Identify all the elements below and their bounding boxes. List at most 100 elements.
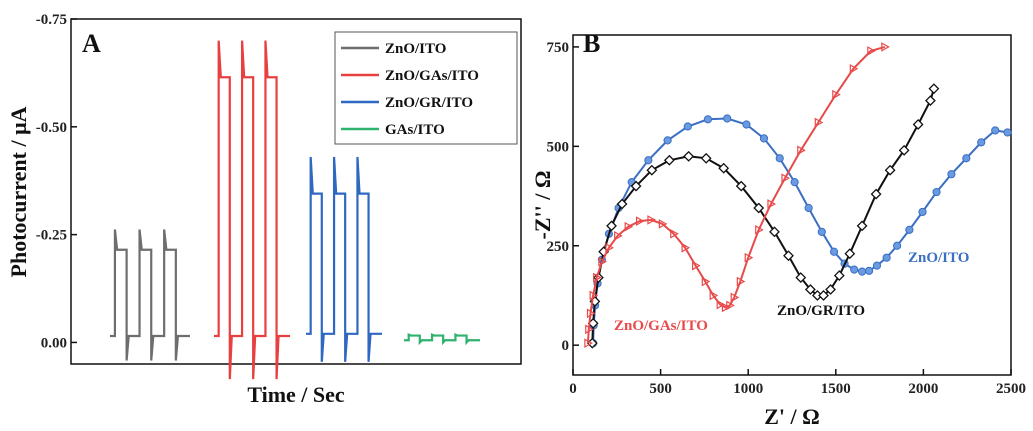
point-zno-gas-ito: [614, 230, 623, 241]
point-zno-gas-ito: [658, 219, 668, 229]
panel-a-chart: A 0.00 -0.25 -0.50 -0.75 ZnO/ITO ZnO/GAs/IT…: [6, 12, 522, 407]
point-zno-gr-ito: [630, 180, 642, 192]
point-zno-gas-ito: [755, 225, 764, 235]
point-zno-gas-ito: [781, 173, 791, 183]
point-zno-ito: [918, 207, 927, 217]
point-zno-ito: [663, 136, 672, 145]
point-zno-gr-ito: [844, 248, 856, 260]
legend-entry-gas-ito: GAs/ITO: [385, 122, 445, 138]
point-zno-gas-ito: [730, 292, 740, 303]
point-zno-gr-ito: [856, 220, 868, 232]
point-zno-ito: [882, 253, 891, 262]
point-zno-gas-ito: [593, 272, 602, 283]
point-zno-gas-ito: [585, 324, 594, 335]
y-tick-label: -0.50: [36, 120, 67, 136]
point-zno-ito: [790, 178, 799, 187]
point-zno-gas-ito: [881, 42, 890, 52]
point-zno-ito: [703, 115, 713, 124]
point-zno-gas-ito: [736, 276, 746, 287]
point-zno-gr-ito: [898, 144, 910, 156]
point-zno-gr-ito: [924, 95, 936, 107]
point-zno-ito: [683, 122, 692, 131]
point-zno-gas-ito: [635, 216, 645, 226]
point-zno-gr-ito: [700, 152, 712, 164]
point-zno-gr-ito: [735, 180, 747, 192]
point-zno-ito: [977, 138, 986, 147]
point-zno-gr-ito: [928, 83, 940, 95]
point-zno-gas-ito: [721, 302, 731, 313]
x-tick-label: 2500: [996, 381, 1026, 397]
series-line-zno-gas-ito: [586, 45, 886, 344]
panel-a-x-axis-label: Time / Sec: [247, 382, 345, 407]
point-zno-gr-ito: [769, 226, 780, 238]
point-zno-gr-ito: [606, 220, 617, 232]
y-tick-label: 0: [562, 338, 570, 354]
point-zno-gas-ito: [647, 215, 656, 225]
legend-entry-zno-gas-ito: ZnO/GAs/ITO: [385, 68, 479, 84]
y-tick-label: 500: [547, 139, 570, 155]
point-zno-gas-ito: [605, 242, 614, 253]
point-zno-gas-ito: [716, 299, 726, 310]
series-line-zno-gas-ito: [214, 40, 290, 380]
panel-a-label: A: [82, 29, 101, 58]
point-zno-gas-ito: [867, 46, 876, 56]
series-line-zno-gr-ito: [591, 88, 935, 344]
point-zno-ito: [962, 154, 971, 163]
panel-a-y-axis-label: Photocurrent / μA: [6, 106, 31, 277]
point-zno-ito: [775, 154, 784, 163]
point-zno-gas-ito: [586, 308, 596, 319]
y-tick-label: 0.00: [41, 335, 67, 351]
panel-b-y-axis-label: -Z'' / Ω: [530, 171, 555, 240]
x-tick-label: 1000: [733, 381, 763, 397]
point-zno-gas-ito: [832, 89, 841, 100]
point-zno-ito: [850, 265, 859, 274]
point-zno-ito: [759, 134, 769, 143]
point-zno-ito: [932, 187, 941, 197]
point-zno-gas-ito: [849, 63, 859, 74]
point-zno-ito: [905, 225, 914, 234]
point-zno-gr-ito: [912, 119, 924, 130]
point-zno-gr-ito: [884, 164, 896, 176]
annotation-zno-gr-ito: ZnO/GR/ITO: [777, 303, 865, 319]
y-tick-label: -0.75: [36, 12, 67, 28]
point-zno-ito: [857, 267, 867, 276]
point-zno-gr-ito: [646, 164, 658, 176]
point-zno-ito: [829, 247, 839, 256]
point-zno-gas-ito: [681, 242, 691, 253]
point-zno-gas-ito: [701, 276, 711, 287]
point-zno-gr-ito: [833, 270, 845, 282]
point-zno-ito: [893, 241, 902, 250]
point-zno-gr-ito: [683, 150, 695, 162]
point-zno-gas-ito: [797, 145, 806, 156]
annotation-zno-gas-ito: ZnO/GAs/ITO: [614, 318, 708, 334]
panel-b-chart: B 0 500 1000 1500 2000 2500 0 250 500 750 ZnO/ITO…: [530, 29, 1026, 429]
point-zno-ito: [644, 156, 653, 165]
point-zno-gas-ito: [814, 117, 824, 128]
point-zno-gr-ito: [718, 162, 730, 174]
x-tick-label: 1500: [821, 381, 851, 397]
y-tick-label: -0.25: [36, 228, 67, 244]
point-zno-gr-ito: [804, 284, 816, 295]
series-line-zno-gr-ito: [306, 156, 382, 362]
panel-b-frame: [572, 34, 1012, 376]
point-zno-gr-ito: [870, 188, 882, 200]
point-zno-gas-ito: [726, 300, 735, 311]
point-zno-gas-ito: [709, 290, 719, 301]
point-zno-gr-ito: [663, 154, 675, 166]
legend-entry-zno-ito: ZnO/ITO: [385, 41, 446, 57]
point-zno-ito: [804, 203, 813, 213]
point-zno-gr-ito: [818, 290, 829, 301]
series-line-gas-ito: [404, 333, 480, 346]
panel-a-legend: ZnO/ITO ZnO/GAs/ITO ZnO/GR/ITO GAs/ITO: [334, 31, 518, 145]
point-zno-gas-ito: [670, 229, 679, 239]
point-zno-ito: [742, 120, 751, 129]
panel-b-label: B: [583, 29, 600, 58]
x-tick-label: 500: [649, 381, 672, 397]
x-tick-label: 2000: [908, 381, 938, 397]
point-zno-gas-ito: [598, 256, 607, 267]
point-zno-gas-ito: [589, 290, 599, 301]
series-line-zno-ito: [110, 229, 190, 361]
x-tick-label: 0: [569, 381, 577, 397]
point-zno-ito: [723, 114, 732, 123]
point-zno-ito: [947, 170, 956, 179]
